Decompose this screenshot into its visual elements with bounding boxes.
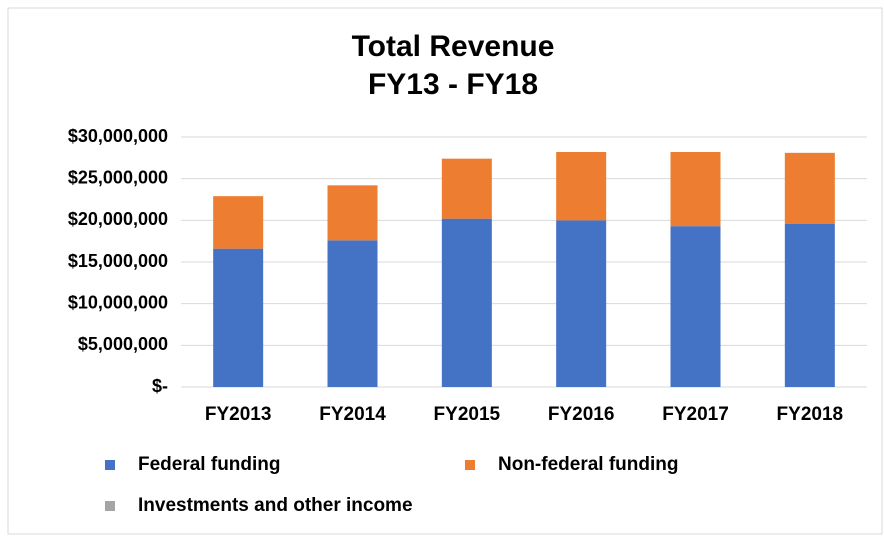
x-tick-label: FY2015 [434,404,501,425]
bar-segment [556,220,607,387]
bar-segment [670,152,721,227]
chart-title: FY13 - FY18 [368,68,538,101]
y-tick-label: $- [152,376,168,396]
y-tick-label: $25,000,000 [68,167,168,187]
legend-swatch [105,460,115,470]
bar-segment [213,196,264,249]
x-tick-label: FY2013 [205,404,272,425]
x-tick-label: FY2017 [662,404,729,425]
chart-title: Total Revenue [352,30,555,63]
legend-swatch [465,460,475,470]
bar-segment [327,185,378,241]
bar-segment [784,152,835,224]
bar-segment [441,158,492,219]
bar-segment [213,248,264,387]
bar-segment [556,152,607,221]
legend-swatch [105,501,115,511]
legend-label: Federal funding [138,454,281,475]
y-tick-label: $5,000,000 [78,334,168,354]
bar-segment [327,240,378,387]
bar-segment [670,226,721,387]
bar-segment [441,218,492,387]
bar-segment [784,223,835,387]
y-tick-label: $10,000,000 [68,292,168,312]
x-tick-label: FY2016 [548,404,615,425]
y-tick-label: $30,000,000 [68,126,168,146]
x-tick-label: FY2018 [777,404,844,425]
legend-label: Non-federal funding [498,454,678,475]
y-tick-label: $15,000,000 [68,251,168,271]
legend-label: Investments and other income [138,495,413,516]
x-tick-label: FY2014 [319,404,386,425]
y-tick-label: $20,000,000 [68,209,168,229]
